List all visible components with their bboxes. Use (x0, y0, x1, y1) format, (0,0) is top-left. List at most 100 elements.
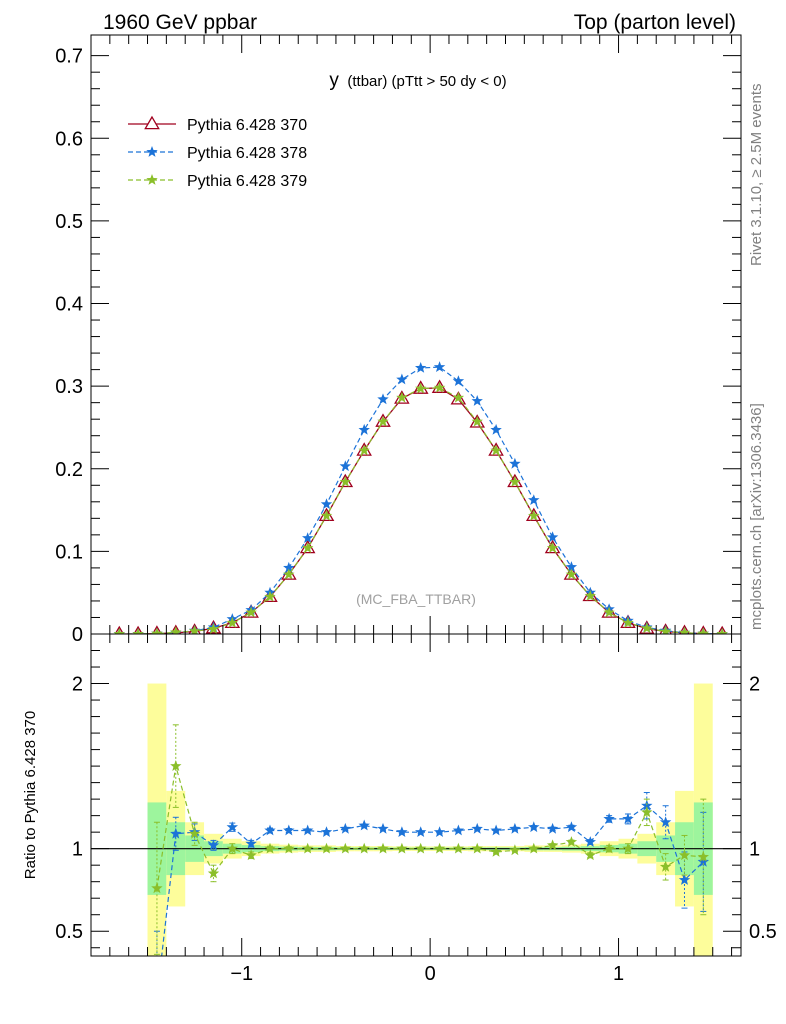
data-point-s379 (151, 627, 163, 634)
process-label: Top (parton level) (574, 11, 736, 34)
ratio-point-s379 (509, 844, 521, 856)
ratio-y-tick-label: 0.5 (55, 921, 83, 943)
ratio-point-s378 (283, 824, 295, 836)
data-point-s379 (471, 415, 483, 427)
data-point-s378 (565, 561, 578, 572)
ratio-plot: 0.5 0.5 1 1 2 2 −1 0 1 Ratio to Pythia 6.428 370 (22, 633, 777, 1002)
ratio-y-tick-label-right: 0.5 (749, 921, 777, 943)
data-point-s379 (584, 590, 596, 601)
data-point-s378 (471, 395, 483, 406)
ratio-point-s378 (603, 812, 615, 824)
ratio-series-s378 (151, 792, 709, 1002)
y-tick-label: 0.4 (55, 294, 83, 316)
ratio-point-s379 (433, 842, 446, 854)
data-point-s378 (377, 393, 389, 405)
ratio-point-s378 (151, 991, 162, 1002)
ratio-point-s378 (170, 827, 182, 839)
ratio-point-s378 (622, 812, 634, 824)
y-tick-label: 0.5 (55, 211, 83, 233)
ratio-frame (90, 633, 742, 957)
ratio-point-s379 (622, 842, 634, 854)
data-point-s378 (302, 532, 314, 543)
chart-title-y: y (329, 70, 339, 91)
data-point-s379 (678, 626, 691, 634)
ratio-point-s379 (678, 849, 691, 861)
data-point-s379 (377, 415, 389, 427)
ratio-point-s378 (678, 874, 691, 885)
watermark-label: (MC_FBA_TTBAR) (356, 591, 476, 607)
ratio-point-s378 (509, 822, 521, 834)
ratio-point-s379 (528, 842, 540, 854)
ratio-point-s378 (245, 837, 257, 849)
data-point-s378 (452, 375, 465, 386)
ratio-point-s379 (641, 806, 653, 818)
y-tick-label: 0.6 (55, 128, 83, 150)
ratio-point-s379 (697, 850, 709, 862)
ratio-point-s379 (565, 836, 578, 847)
ratio-point-s378 (226, 821, 238, 833)
data-point-s379 (546, 542, 559, 553)
ratio-point-s379 (584, 849, 596, 861)
ratio-point-s379 (339, 842, 352, 854)
ratio-line-s379 (156, 765, 704, 889)
ratio-point-s378 (302, 824, 314, 836)
data-point-s370 (450, 391, 467, 405)
energy-label: 1960 GeV ppbar (103, 11, 257, 34)
ratio-point-s378 (659, 816, 672, 828)
ratio-point-s378 (471, 822, 483, 834)
data-point-s378 (358, 423, 370, 435)
ratio-point-s379 (226, 842, 238, 854)
legend-marker-s378 (146, 146, 158, 157)
data-point-s378 (433, 361, 446, 372)
y-tick-label: 0.3 (55, 376, 83, 398)
chart-title-rest: (ttbar) (pTtt > 50 dy < 0) (347, 73, 506, 90)
data-point-s379 (320, 509, 333, 521)
ratio-point-s378 (546, 822, 559, 834)
legend: Pythia 6.428 370 Pythia 6.428 378 Pythia 6… (128, 115, 307, 190)
ratio-point-s379 (659, 860, 672, 872)
data-point-s378 (320, 498, 333, 510)
chart-title: y (ttbar) (pTtt > 50 dy < 0) (329, 70, 506, 91)
data-point-s378 (396, 373, 408, 385)
data-point-s379 (659, 625, 672, 634)
data-point-s379 (490, 444, 502, 456)
data-point-s379 (396, 391, 408, 403)
x-tick-label: 1 (613, 963, 624, 985)
data-point-s378 (339, 460, 352, 472)
ratio-point-s378 (320, 826, 333, 837)
ratio-point-s378 (528, 821, 540, 833)
ratio-point-s379 (490, 846, 502, 857)
data-point-s378 (509, 457, 521, 469)
data-point-s378 (546, 531, 559, 543)
ratio-point-s378 (415, 826, 427, 837)
ratio-point-s379 (320, 842, 333, 854)
ratio-point-s379 (207, 867, 220, 879)
data-point-s378 (283, 561, 295, 573)
ratio-ylabel: Ratio to Pythia 6.428 370 (22, 711, 39, 879)
ratio-point-s379 (188, 827, 201, 839)
data-point-s379 (170, 626, 182, 634)
data-point-s379 (641, 622, 653, 634)
ratio-point-s379 (283, 842, 295, 854)
data-point-s379 (113, 628, 125, 634)
ratio-point-s378 (358, 819, 370, 831)
data-point-s379 (433, 381, 446, 393)
ratio-point-s379 (358, 842, 370, 854)
data-point-s379 (622, 616, 634, 628)
ratio-y-tick-label-right: 2 (749, 674, 760, 696)
data-point-s379 (452, 391, 465, 403)
data-point-s379 (132, 628, 144, 634)
data-point-s378 (415, 362, 427, 373)
data-point-s379 (697, 627, 709, 634)
legend-label-s370: Pythia 6.428 370 (187, 117, 307, 134)
data-point-s379 (603, 606, 615, 618)
series-s379 (113, 381, 728, 634)
data-point-s379 (358, 444, 370, 456)
ratio-point-s379 (170, 760, 182, 771)
x-tick-label: −1 (230, 963, 253, 985)
ratio-point-s379 (452, 842, 465, 854)
y-tick-label: 0 (72, 624, 83, 646)
data-point-s379 (188, 625, 201, 634)
data-point-s379 (415, 382, 427, 394)
ratio-point-s378 (264, 824, 276, 836)
